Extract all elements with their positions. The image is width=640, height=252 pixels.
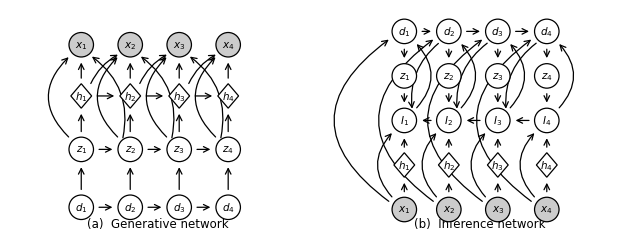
- Circle shape: [167, 33, 191, 58]
- Text: $h_1$: $h_1$: [398, 159, 411, 172]
- Circle shape: [534, 198, 559, 222]
- Text: $h_4$: $h_4$: [540, 159, 553, 172]
- Text: $d_4$: $d_4$: [222, 201, 235, 214]
- Circle shape: [392, 65, 417, 89]
- Text: (b)  Inference network: (b) Inference network: [414, 217, 546, 230]
- Circle shape: [436, 20, 461, 44]
- Text: $x_3$: $x_3$: [492, 204, 504, 215]
- Text: $h_3$: $h_3$: [173, 90, 186, 103]
- Circle shape: [167, 138, 191, 162]
- Text: $d_1$: $d_1$: [398, 25, 411, 39]
- Text: $I_2$: $I_2$: [444, 114, 453, 128]
- Text: $z_2$: $z_2$: [443, 71, 454, 82]
- Circle shape: [392, 198, 417, 222]
- Circle shape: [69, 138, 93, 162]
- Text: $h_1$: $h_1$: [75, 90, 88, 103]
- Circle shape: [216, 195, 241, 220]
- Text: $x_2$: $x_2$: [124, 40, 136, 51]
- Circle shape: [534, 20, 559, 44]
- Text: $d_2$: $d_2$: [443, 25, 455, 39]
- Text: (a)  Generative network: (a) Generative network: [87, 217, 228, 230]
- Circle shape: [436, 198, 461, 222]
- Circle shape: [118, 195, 143, 220]
- Text: $h_4$: $h_4$: [222, 90, 235, 103]
- Text: $d_3$: $d_3$: [492, 25, 504, 39]
- Text: $h_2$: $h_2$: [443, 159, 455, 172]
- Text: $h_3$: $h_3$: [492, 159, 504, 172]
- Circle shape: [216, 138, 241, 162]
- Text: $x_1$: $x_1$: [75, 40, 88, 51]
- Text: $z_1$: $z_1$: [76, 144, 87, 156]
- Circle shape: [69, 33, 93, 58]
- Text: $x_4$: $x_4$: [541, 204, 553, 215]
- Polygon shape: [488, 153, 508, 177]
- Circle shape: [534, 65, 559, 89]
- Text: $x_4$: $x_4$: [222, 40, 234, 51]
- Circle shape: [534, 109, 559, 133]
- Circle shape: [118, 138, 143, 162]
- Text: $d_1$: $d_1$: [75, 201, 88, 214]
- Circle shape: [436, 65, 461, 89]
- Text: $z_1$: $z_1$: [399, 71, 410, 82]
- Text: $z_3$: $z_3$: [173, 144, 185, 156]
- Polygon shape: [120, 84, 141, 109]
- Circle shape: [486, 109, 510, 133]
- Polygon shape: [536, 153, 557, 177]
- Text: $I_1$: $I_1$: [400, 114, 409, 128]
- Polygon shape: [218, 84, 239, 109]
- Text: $z_4$: $z_4$: [541, 71, 552, 82]
- Text: $I_4$: $I_4$: [542, 114, 552, 128]
- Polygon shape: [438, 153, 460, 177]
- Text: $d_4$: $d_4$: [540, 25, 553, 39]
- Polygon shape: [71, 84, 92, 109]
- Circle shape: [436, 109, 461, 133]
- Circle shape: [69, 195, 93, 220]
- Polygon shape: [169, 84, 189, 109]
- Circle shape: [486, 20, 510, 44]
- Text: $I_3$: $I_3$: [493, 114, 502, 128]
- Circle shape: [216, 33, 241, 58]
- Circle shape: [392, 109, 417, 133]
- Circle shape: [392, 20, 417, 44]
- Circle shape: [486, 65, 510, 89]
- Text: $z_4$: $z_4$: [222, 144, 234, 156]
- Circle shape: [167, 195, 191, 220]
- Text: $d_3$: $d_3$: [173, 201, 186, 214]
- Text: $x_1$: $x_1$: [398, 204, 410, 215]
- Circle shape: [118, 33, 143, 58]
- Circle shape: [486, 198, 510, 222]
- Text: $d_2$: $d_2$: [124, 201, 136, 214]
- Text: $z_2$: $z_2$: [125, 144, 136, 156]
- Text: $x_3$: $x_3$: [173, 40, 186, 51]
- Text: $h_2$: $h_2$: [124, 90, 136, 103]
- Text: $x_2$: $x_2$: [443, 204, 455, 215]
- Polygon shape: [394, 153, 415, 177]
- Text: $z_3$: $z_3$: [492, 71, 504, 82]
